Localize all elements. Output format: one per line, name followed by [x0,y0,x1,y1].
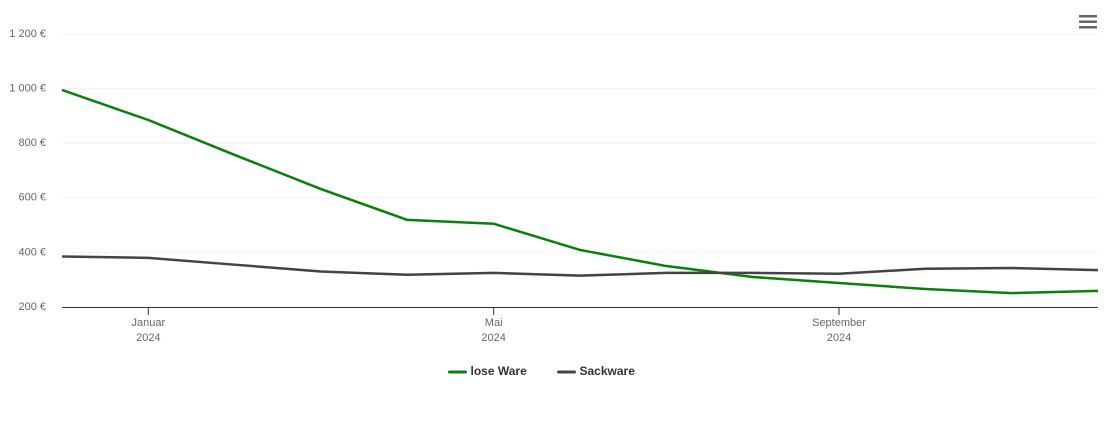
y-tick-label: 1 000 € [9,83,46,95]
menu-button[interactable] [1079,15,1097,29]
x-tick-label: Januar 2024 [132,317,166,344]
x-tick-label: September 2024 [812,317,866,344]
y-tick-label: 800 € [18,137,46,149]
menu-bar [1079,26,1097,29]
y-tick-label: 1 200 € [9,28,46,40]
x-tick-label-line: 2024 [136,332,160,344]
y-tick-label: 600 € [18,192,46,204]
x-tick-label-line: Mai [485,317,503,329]
y-tick-label: 400 € [18,246,46,258]
y-tick-label: 200 € [18,301,46,313]
data-line [61,255,1099,277]
x-tick-label-line: 2024 [481,332,505,344]
x-tick-label-line: September [812,317,866,329]
data-line [61,88,1099,295]
menu-bar [1079,15,1097,18]
x-tick-label-line: Januar [132,317,166,329]
legend-label: Sackware [580,364,636,378]
legend: lose Ware Sackware [448,364,636,378]
legend-item[interactable]: lose Ware [448,364,528,378]
x-tick-label-line: 2024 [827,332,851,344]
legend-item[interactable]: Sackware [557,364,636,378]
legend-label: lose Ware [471,364,528,378]
x-tick-label: Mai 2024 [481,317,505,344]
menu-bar [1079,20,1097,23]
